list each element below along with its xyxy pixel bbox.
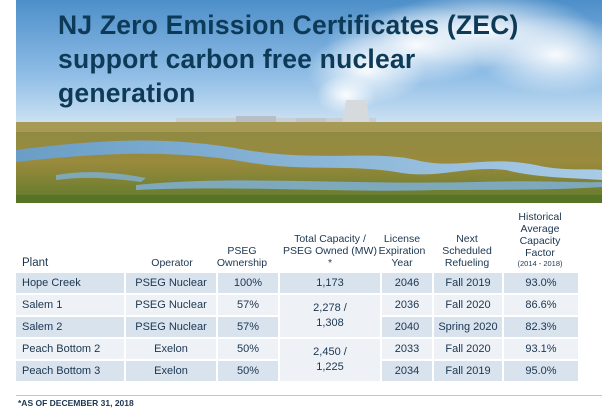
merged-capacity-salem: 2,278 / 1,308 [313,302,347,329]
cell-capacity-salem-merged: 2,278 / 1,308 [280,295,380,337]
plant-table: Plant Operator PSEG Ownership Total Capa… [16,207,602,382]
footnote-divider [16,395,602,396]
cell-plant: Peach Bottom 3 [22,365,101,377]
header-refueling: Next Scheduled Refueling [442,233,492,269]
cell-license: 2036 [394,299,420,311]
cell-refueling: Fall 2020 [445,343,491,355]
page-title: NJ Zero Emission Certificates (ZEC) supp… [58,8,578,110]
cell-license: 2040 [394,321,420,333]
cell-ownership: 57% [236,299,260,311]
header-factor-label: Historical Average Capacity Factor [518,211,562,259]
table-body: Hope Creek PSEG Nuclear 100% 1,173 2046 … [16,272,602,382]
header-capacity-factor: Historical Average Capacity Factor (2014… [504,211,576,269]
table-row: Peach Bottom 3 Exelon 50% 2034 Fall 2019… [16,360,602,382]
cell-plant: Salem 2 [22,321,63,333]
cell-factor: 95.0% [525,365,557,377]
header-capacity: Total Capacity / PSEG Owned (MW) * [283,233,377,269]
header-operator: Operator [151,257,193,269]
title-line-2: support carbon free nuclear [58,44,416,74]
cell-capacity: 1,173 [316,277,344,289]
table-row: Salem 1 PSEG Nuclear 57% 2036 Fall 2020 … [16,294,602,316]
cell-operator: Exelon [154,365,188,377]
cell-refueling: Fall 2019 [445,277,491,289]
cell-ownership: 50% [236,365,260,377]
header-plant: Plant [22,257,49,269]
title-line-1: NJ Zero Emission Certificates (ZEC) [58,10,519,40]
cell-factor: 93.1% [525,343,557,355]
title-line-3: generation [58,78,196,108]
cell-ownership: 50% [236,343,260,355]
cell-ownership: 57% [236,321,260,333]
cell-factor: 86.6% [525,299,557,311]
cell-refueling: Spring 2020 [438,321,498,333]
cell-license: 2034 [394,365,420,377]
hero-photo: NJ Zero Emission Certificates (ZEC) supp… [16,0,602,203]
cell-license: 2046 [394,277,420,289]
cell-license: 2033 [394,343,420,355]
table-row: Peach Bottom 2 Exelon 50% 2033 Fall 2020… [16,338,602,360]
cell-operator: Exelon [154,343,188,355]
header-ownership: PSEG Ownership [216,245,268,269]
merged-capacity-peach: 2,450 / 1,225 [313,346,347,373]
cell-refueling: Fall 2020 [445,299,491,311]
table-header: Plant Operator PSEG Ownership Total Capa… [16,207,602,272]
nuclear-plant-marsh-photo [16,0,602,203]
footnote: *AS OF DECEMBER 31, 2018 [18,398,134,408]
table-row: Hope Creek PSEG Nuclear 100% 1,173 2046 … [16,272,602,294]
cell-factor: 82.3% [525,321,557,333]
header-factor-period: (2014 - 2018) [517,259,563,268]
cell-ownership: 100% [233,277,263,289]
header-license: License Expiration Year [378,233,426,269]
cell-operator: PSEG Nuclear [135,277,207,289]
cell-operator: PSEG Nuclear [135,321,207,333]
table-row: Salem 2 PSEG Nuclear 57% 2040 Spring 202… [16,316,602,338]
cell-plant: Hope Creek [22,277,81,289]
cell-plant: Peach Bottom 2 [22,343,101,355]
cell-refueling: Fall 2019 [445,365,491,377]
cell-factor: 93.0% [525,277,557,289]
cell-operator: PSEG Nuclear [135,299,207,311]
cell-capacity-peach-merged: 2,450 / 1,225 [280,339,380,381]
cell-plant: Salem 1 [22,299,63,311]
